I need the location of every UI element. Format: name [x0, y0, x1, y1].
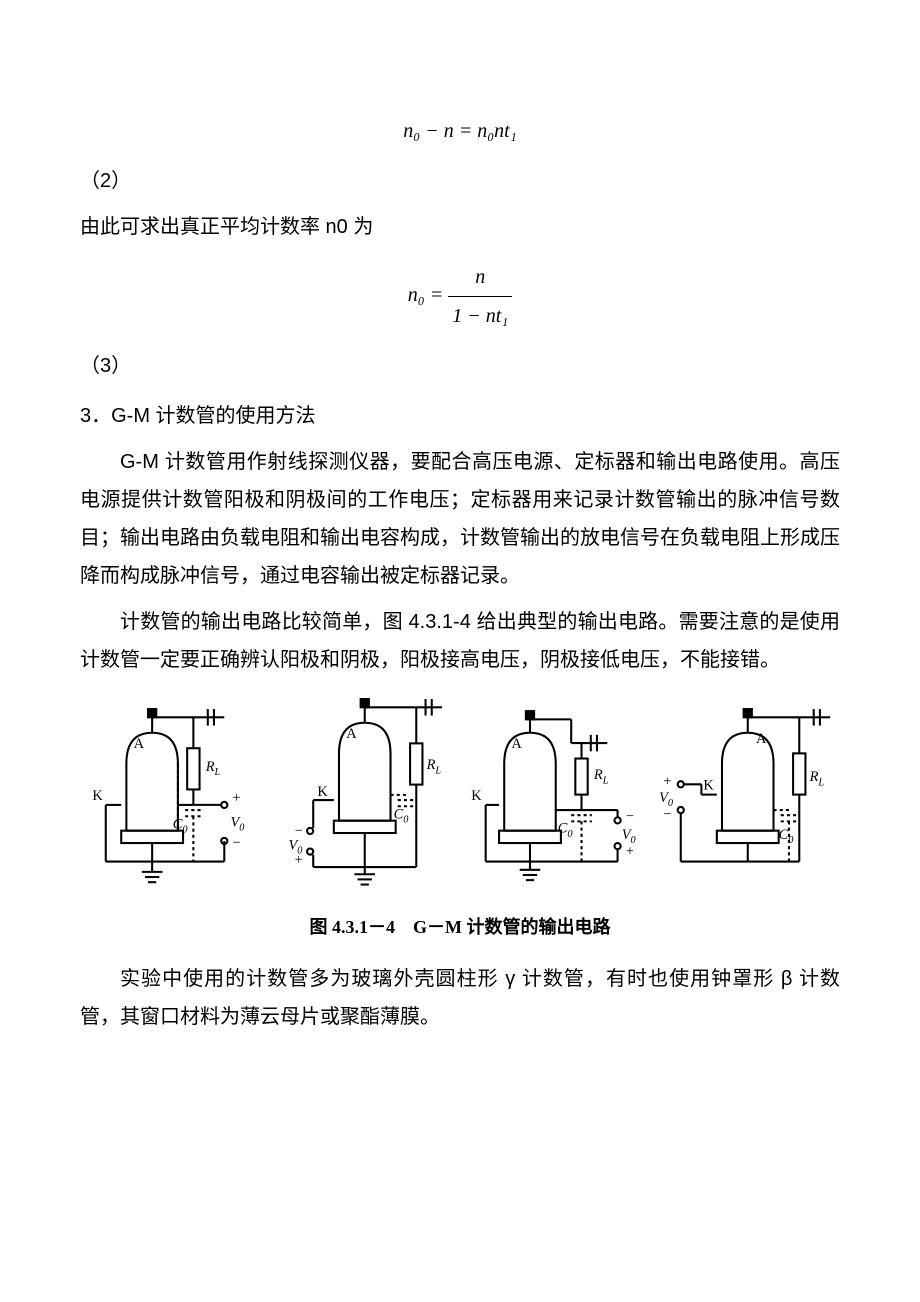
circuit-diagram-4: A K RL C0 + V0 − — [655, 707, 841, 904]
label-plus: + — [233, 790, 241, 806]
figure-circuit-row: A K RL C0 + V0 − — [80, 697, 840, 904]
equation-3: n₀ = n 1 − nt₁ — [80, 258, 840, 335]
label-minus: − — [233, 835, 241, 851]
label-V0: V0 — [230, 815, 245, 834]
svg-text:RL: RL — [425, 757, 441, 776]
svg-text:+: + — [294, 852, 302, 868]
svg-text:RL: RL — [808, 769, 824, 788]
equation-2-label: （2） — [80, 162, 840, 200]
svg-text:+: + — [663, 774, 671, 790]
svg-text:C0: C0 — [778, 827, 794, 846]
svg-text:A: A — [755, 731, 766, 747]
svg-text:−: − — [626, 809, 634, 825]
circuit-diagram-2: A K RL C0 − V0 + — [272, 697, 458, 904]
equation-3-numerator: n — [448, 258, 512, 297]
svg-text:−: − — [663, 807, 671, 823]
svg-text:A: A — [511, 737, 522, 753]
section-heading: 3．G-M 计数管的使用方法 — [80, 397, 840, 435]
svg-text:K: K — [317, 784, 328, 800]
equation-2: n₀ − n = n₀nt₁ — [80, 112, 840, 150]
svg-text:+: + — [626, 844, 634, 860]
paragraph-1: 由此可求出真正平均计数率 n0 为 — [80, 208, 840, 246]
svg-text:K: K — [471, 788, 482, 804]
equation-3-denominator: 1 − nt₁ — [448, 297, 512, 335]
circuit-diagram-3: A K RL C0 − V0 + — [463, 707, 649, 904]
paragraph-2: G-M 计数管用作射线探测仪器，要配合高压电源、定标器和输出电路使用。高压电源提… — [80, 443, 840, 595]
svg-text:RL: RL — [593, 767, 609, 786]
equation-3-lhs: n₀ = — [408, 284, 448, 306]
paragraph-4: 实验中使用的计数管多为玻璃外壳圆柱形 γ 计数管，有时也使用钟罩形 β 计数管，… — [80, 960, 840, 1036]
paragraph-3: 计数管的输出电路比较简单，图 4.3.1-4 给出典型的输出电路。需要注意的是使… — [80, 603, 840, 679]
label-C0: C0 — [173, 817, 189, 836]
equation-3-fraction: n 1 − nt₁ — [448, 258, 512, 335]
label-RL: RL — [205, 759, 221, 778]
svg-text:A: A — [346, 726, 357, 742]
circuit-diagram-1: A K RL C0 + V0 − — [80, 707, 266, 904]
svg-text:K: K — [703, 778, 714, 794]
equation-3-label: （3） — [80, 347, 840, 385]
equation-2-content: n₀ − n = n₀nt₁ — [403, 120, 516, 142]
figure-caption: 图 4.3.1－4 G－M 计数管的输出电路 — [80, 910, 840, 944]
label-A: A — [134, 737, 145, 753]
label-K: K — [92, 788, 103, 804]
